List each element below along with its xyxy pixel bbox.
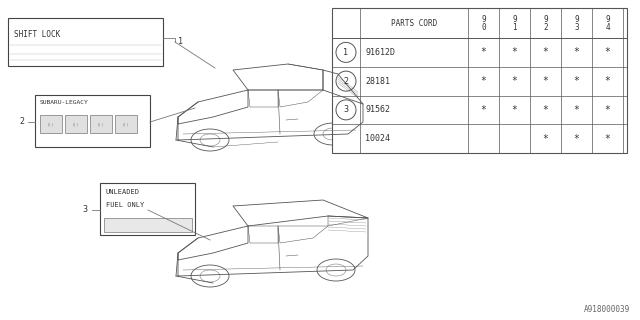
Ellipse shape <box>200 270 220 282</box>
Bar <box>100 183 195 235</box>
Text: *: * <box>543 47 548 57</box>
Ellipse shape <box>191 129 229 151</box>
Text: *: * <box>573 47 579 57</box>
Bar <box>332 8 627 153</box>
Text: *: * <box>605 105 611 115</box>
Text: 9: 9 <box>543 14 548 23</box>
Bar <box>35 95 150 147</box>
Ellipse shape <box>200 134 220 146</box>
Text: *: * <box>605 134 611 144</box>
Text: *: * <box>481 47 486 57</box>
Text: 9: 9 <box>512 14 517 23</box>
Text: 0: 0 <box>481 23 486 33</box>
Ellipse shape <box>317 259 355 281</box>
Text: 1: 1 <box>344 48 349 57</box>
Text: *: * <box>481 105 486 115</box>
Text: *: * <box>511 105 517 115</box>
Text: 91612D: 91612D <box>365 48 395 57</box>
Text: *: * <box>543 105 548 115</box>
Bar <box>8 18 163 66</box>
Bar <box>65 115 87 133</box>
Text: FUEL ONLY: FUEL ONLY <box>106 202 144 208</box>
Text: 9: 9 <box>481 14 486 23</box>
Text: PARTS CORD: PARTS CORD <box>391 19 437 28</box>
Text: 2: 2 <box>344 76 349 86</box>
Text: 1: 1 <box>178 37 183 46</box>
Ellipse shape <box>323 128 343 140</box>
Text: SUBARU-LEGACY: SUBARU-LEGACY <box>40 100 89 105</box>
Bar <box>90 115 112 133</box>
Text: 4: 4 <box>605 23 610 33</box>
Text: 10024: 10024 <box>365 134 390 143</box>
Text: 28181: 28181 <box>365 76 390 86</box>
Text: 3: 3 <box>574 23 579 33</box>
Text: 3: 3 <box>344 105 349 114</box>
Text: |||: ||| <box>72 122 80 126</box>
Text: SHIFT LOCK: SHIFT LOCK <box>14 30 60 39</box>
Bar <box>104 218 192 232</box>
Text: *: * <box>511 47 517 57</box>
Text: |||: ||| <box>97 122 105 126</box>
Text: *: * <box>573 134 579 144</box>
Text: *: * <box>543 76 548 86</box>
Text: UNLEADED: UNLEADED <box>106 189 140 195</box>
Bar <box>40 115 62 133</box>
Text: |||: ||| <box>47 122 55 126</box>
Text: *: * <box>573 105 579 115</box>
Text: A918000039: A918000039 <box>584 305 630 314</box>
Text: *: * <box>481 76 486 86</box>
Ellipse shape <box>191 265 229 287</box>
Bar <box>115 115 137 133</box>
Text: |||: ||| <box>122 122 130 126</box>
Text: *: * <box>543 134 548 144</box>
Text: *: * <box>511 76 517 86</box>
Text: 2: 2 <box>19 117 24 126</box>
Text: 1: 1 <box>512 23 517 33</box>
Text: *: * <box>605 47 611 57</box>
Text: 9: 9 <box>605 14 610 23</box>
Ellipse shape <box>326 264 346 276</box>
Text: 2: 2 <box>543 23 548 33</box>
Text: 91562: 91562 <box>365 105 390 114</box>
Text: 3: 3 <box>83 205 88 214</box>
Text: 9: 9 <box>574 14 579 23</box>
Text: *: * <box>573 76 579 86</box>
Text: *: * <box>605 76 611 86</box>
Ellipse shape <box>314 123 352 145</box>
